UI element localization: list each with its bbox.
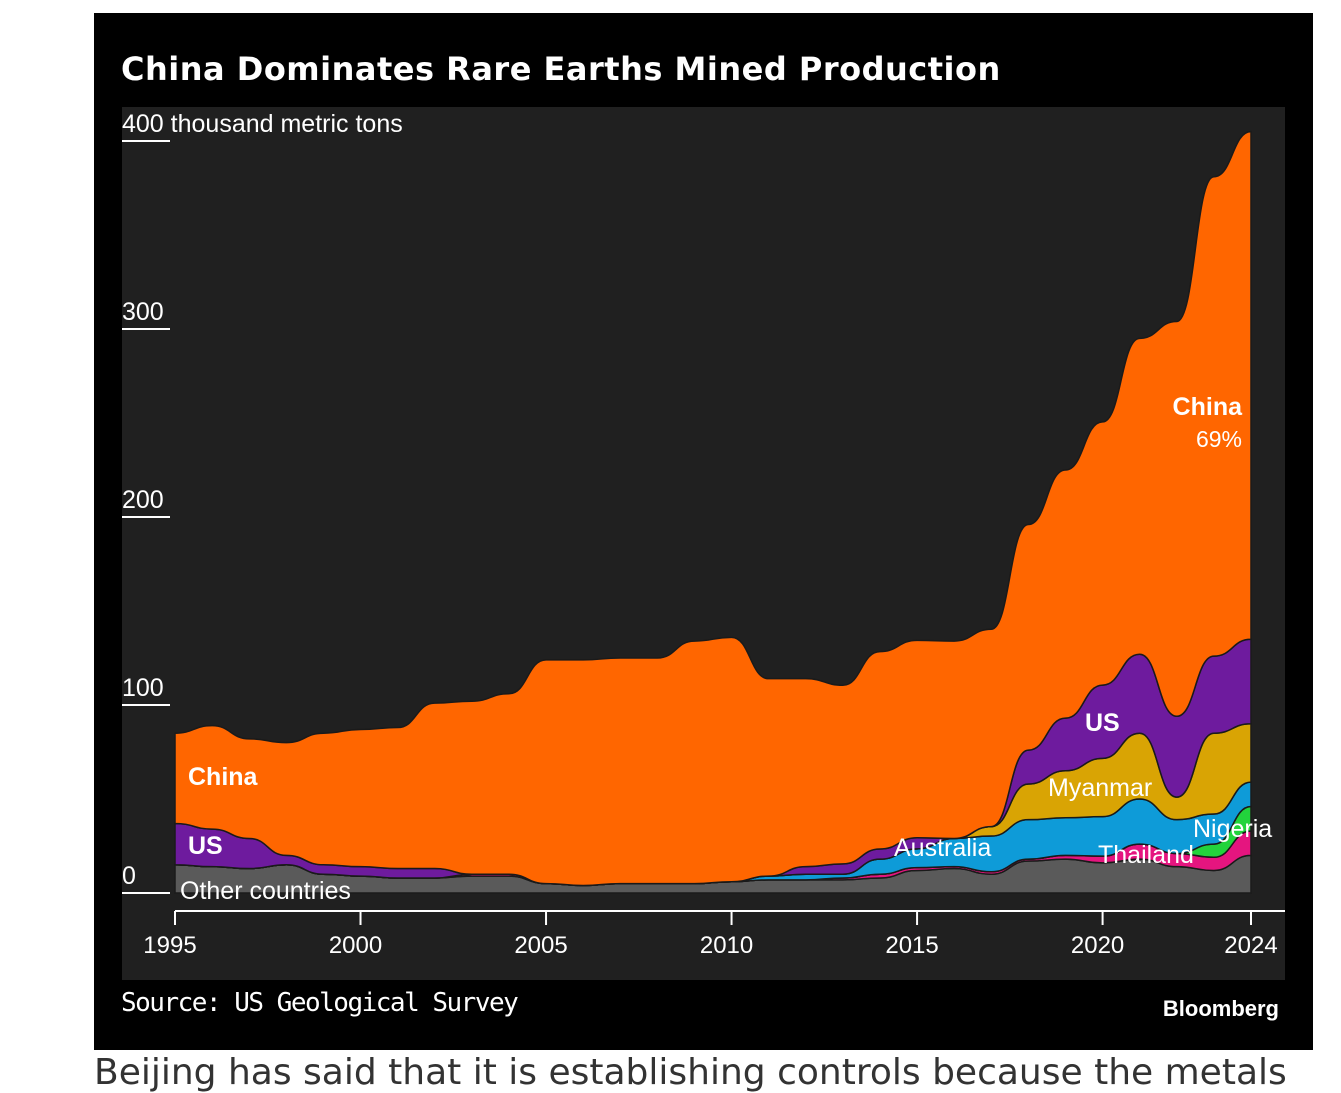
x-tick-label: 2024 bbox=[1224, 932, 1277, 959]
label-us-right: US bbox=[1085, 709, 1120, 737]
source-note: Source: US Geological Survey bbox=[121, 988, 519, 1018]
bloomberg-logo: Bloomberg bbox=[1162, 996, 1279, 1021]
x-tick-label: 2000 bbox=[329, 932, 382, 959]
y-tick-label: 200 bbox=[122, 486, 164, 514]
x-tick-label: 2020 bbox=[1071, 932, 1124, 959]
label-myanmar: Myanmar bbox=[1048, 774, 1152, 802]
label-other-countries: Other countries bbox=[180, 877, 351, 905]
label-us-left: US bbox=[188, 832, 223, 860]
y-tick-label: 400 thousand metric tons bbox=[122, 110, 403, 138]
chart-title: China Dominates Rare Earths Mined Produc… bbox=[121, 50, 1001, 88]
label-china-share: 69% bbox=[1196, 426, 1242, 452]
label-china-right: China bbox=[1173, 393, 1244, 421]
article-text: Beijing has said that it is establishing… bbox=[94, 1052, 1287, 1093]
x-tick-label: 2005 bbox=[514, 932, 567, 959]
x-tick-label: 1995 bbox=[143, 932, 196, 959]
x-tick-label: 2015 bbox=[885, 932, 938, 959]
label-china-left: China bbox=[188, 763, 259, 791]
x-tick-label: 2010 bbox=[700, 932, 753, 959]
label-nigeria: Nigeria bbox=[1193, 815, 1272, 843]
label-thailand: Thailand bbox=[1098, 841, 1194, 869]
y-tick-label: 300 bbox=[122, 298, 164, 326]
y-tick-label: 0 bbox=[122, 862, 136, 890]
y-tick-label: 100 bbox=[122, 674, 164, 702]
label-australia: Australia bbox=[894, 834, 991, 862]
area-china bbox=[174, 130, 1252, 887]
